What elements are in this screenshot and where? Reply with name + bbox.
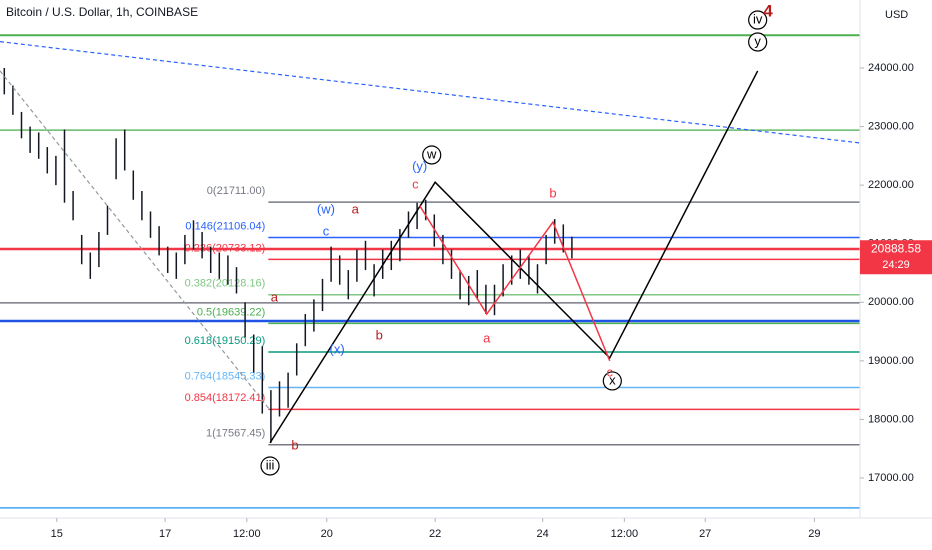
fib-label: 0.146(21106.04) xyxy=(185,220,265,232)
fib-label: 1(17567.45) xyxy=(206,428,265,440)
wave-label: a xyxy=(483,330,491,345)
wave-label: b xyxy=(376,327,383,342)
y-tick-label: 19000.00 xyxy=(868,355,914,367)
wave-line xyxy=(269,70,759,444)
wave-label: y xyxy=(754,33,761,48)
wave-label: b xyxy=(291,437,298,452)
y-tick-label: 17000.00 xyxy=(868,472,914,484)
x-tick-label: 29 xyxy=(808,528,820,540)
fib-label: 0.854(18172.41) xyxy=(185,392,266,404)
fib-label: 0.618(19150.29) xyxy=(185,335,266,347)
wave-line xyxy=(0,70,271,411)
wave-label: c xyxy=(323,223,330,238)
wave-label: a xyxy=(271,289,279,304)
x-tick-label: 24 xyxy=(537,528,549,540)
x-tick-label: 20 xyxy=(321,528,333,540)
fib-label: 0.5(19639.22) xyxy=(197,306,266,318)
plot-area: 0(21711.00) 0.146(21106.04) 0.236(20733.12… xyxy=(0,1,861,509)
y-tick-label: 24000.00 xyxy=(868,62,914,74)
x-tick-label: 27 xyxy=(699,528,711,540)
wave-circle xyxy=(260,456,280,476)
x-tick-label: 17 xyxy=(159,528,171,540)
x-tick-label: 15 xyxy=(51,528,63,540)
wave-label: c xyxy=(412,176,419,191)
y-tick-label: 22000.00 xyxy=(868,179,914,191)
x-tick-label: 12:00 xyxy=(611,528,639,540)
wave-label: 4 xyxy=(763,1,773,20)
wave-label: (w) xyxy=(317,201,335,216)
wave-label: w xyxy=(426,146,437,161)
wave-circle xyxy=(748,10,768,30)
wave-label: c xyxy=(606,364,613,379)
wave-label: b xyxy=(549,185,556,200)
currency-label: USD xyxy=(885,9,908,21)
price-axis xyxy=(860,0,932,550)
wave-label: a xyxy=(352,201,360,216)
wave-label: x xyxy=(609,372,616,387)
chart-title: Bitcoin / U.S. Dollar, 1h, COINBASE xyxy=(6,5,198,19)
fib-label: 0(21711.00) xyxy=(207,185,266,197)
y-tick-label: 18000.00 xyxy=(868,413,914,425)
wave-label: iv xyxy=(753,11,763,26)
axes: 17000.0018000.0019000.0020000.0021000.00… xyxy=(51,62,932,540)
wave-label: iii xyxy=(266,457,275,472)
x-tick-label: 22 xyxy=(429,528,441,540)
y-tick-label: 20000.00 xyxy=(868,296,914,308)
wave-label: (x) xyxy=(330,341,345,356)
fib-label: 0.382(20128.16) xyxy=(185,278,266,290)
x-tick-label: 12:00 xyxy=(233,528,261,540)
wave-circle xyxy=(602,371,622,391)
countdown-label: 24:29 xyxy=(882,259,910,271)
fib-label: 0.236(20733.12) xyxy=(185,242,266,254)
wave-label: (y) xyxy=(412,158,427,173)
last-price-box xyxy=(860,240,932,275)
wave-line xyxy=(419,205,611,362)
wave-circle xyxy=(748,32,768,52)
wave-line xyxy=(0,41,861,144)
wave-circle xyxy=(422,145,442,165)
last-price-label: 20888.58 xyxy=(871,241,921,255)
y-tick-label: 23000.00 xyxy=(868,120,914,132)
